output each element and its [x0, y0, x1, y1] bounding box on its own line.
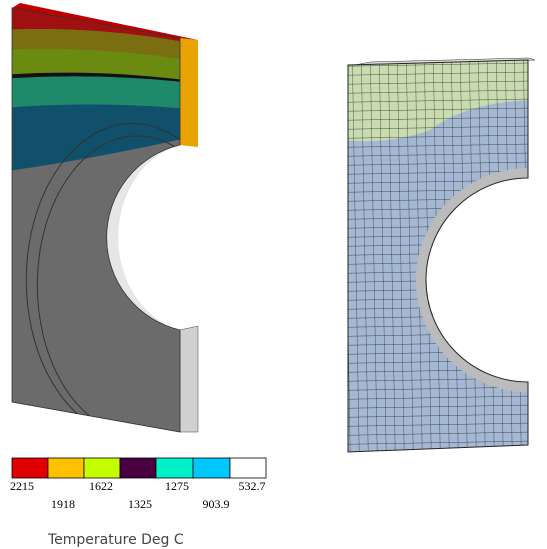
mesh-render [340, 55, 540, 455]
temperature-render [0, 0, 200, 440]
legend-label: 532.7 [239, 479, 266, 493]
legend-swatch [230, 458, 266, 478]
legend-label: 2215 [10, 479, 34, 493]
figure-canvas: 2215 1918 1622 1325 1275 903.9 532.7 Tem… [0, 0, 547, 549]
legend-swatch [156, 458, 193, 478]
legend-label: 1622 [89, 479, 113, 493]
legend-swatch [193, 458, 230, 478]
legend-swatch [84, 458, 120, 478]
legend-label: 1275 [165, 479, 189, 493]
color-legend: 2215 1918 1622 1325 1275 903.9 532.7 Tem… [10, 458, 266, 548]
legend-label: 1918 [51, 497, 75, 511]
legend-label: 903.9 [203, 497, 230, 511]
legend-swatch [120, 458, 156, 478]
legend-swatch [12, 458, 48, 478]
legend-title: Temperature Deg C [47, 532, 184, 548]
legend-swatch [48, 458, 84, 478]
figure: 2215 1918 1622 1325 1275 903.9 532.7 Tem… [0, 0, 547, 549]
legend-label: 1325 [128, 497, 152, 511]
